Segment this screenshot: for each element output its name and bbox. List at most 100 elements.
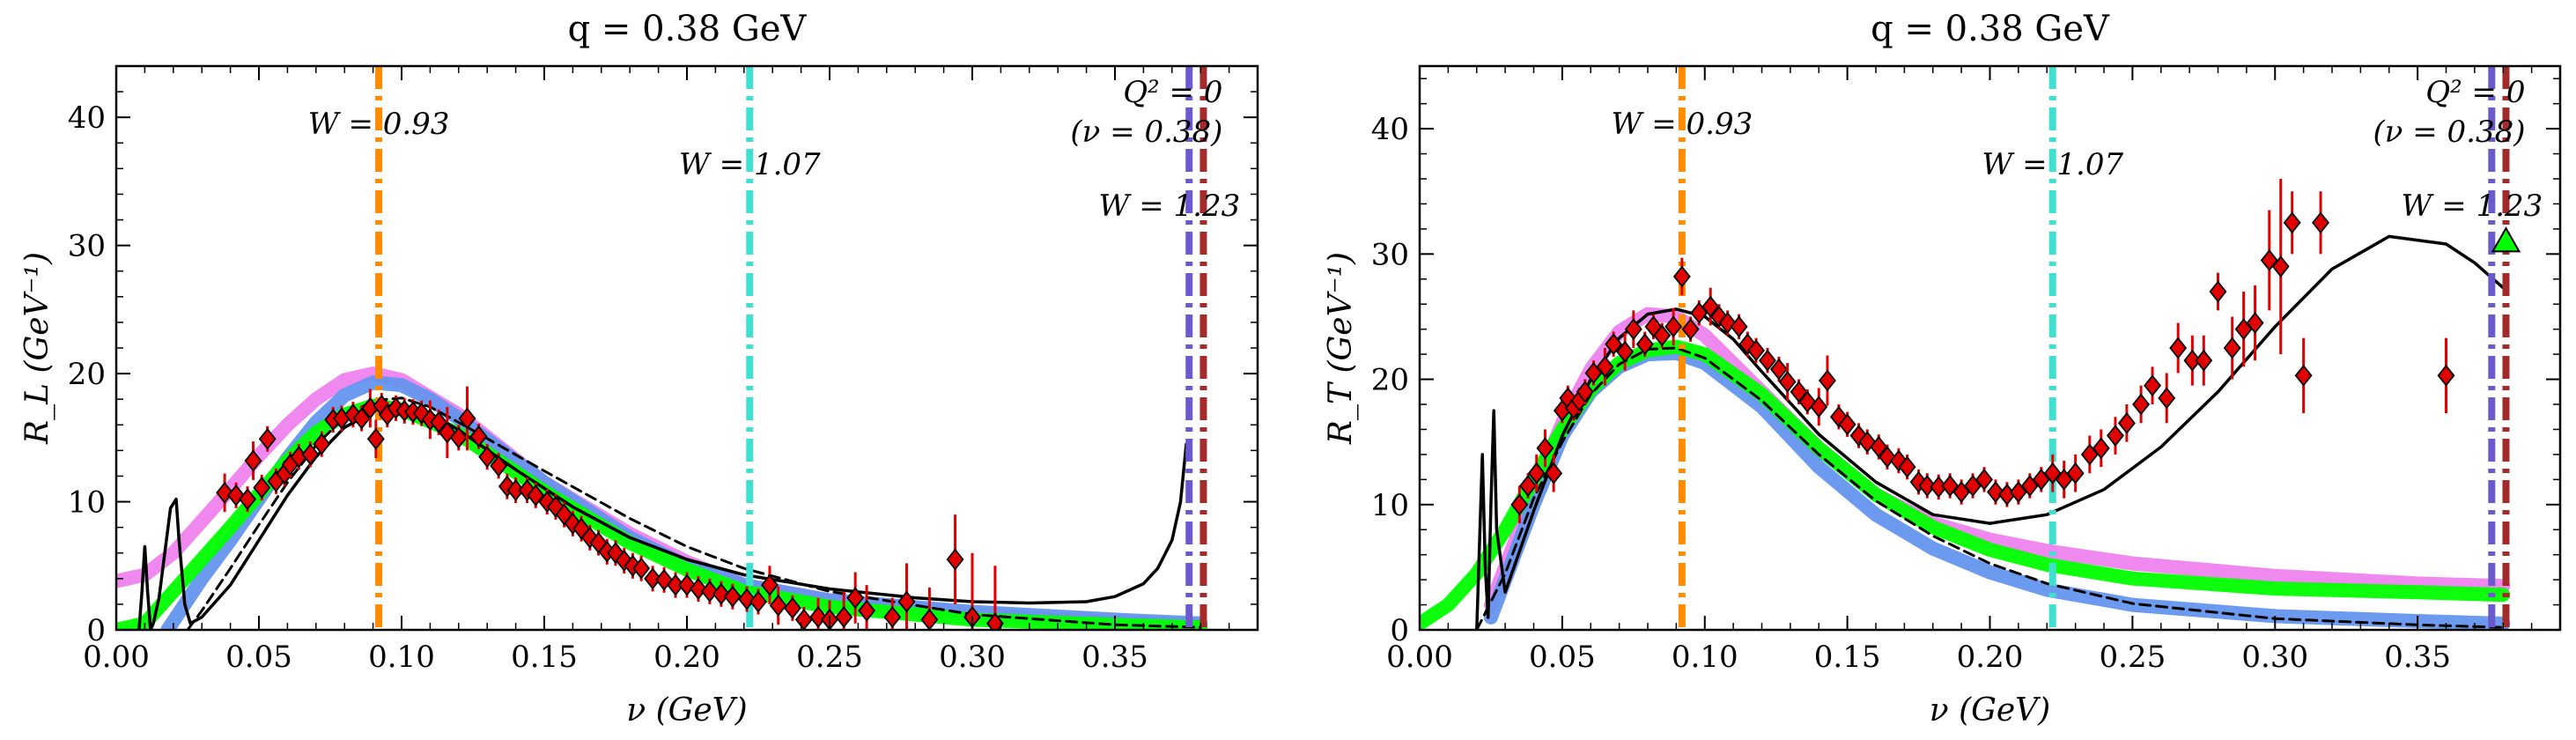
x-axis-label: ν (GeV) bbox=[1930, 692, 2050, 729]
data-point bbox=[1653, 324, 1672, 347]
data-point bbox=[985, 612, 1004, 630]
y-tick-label: 20 bbox=[68, 357, 106, 392]
x-tick-label: 0.05 bbox=[1529, 640, 1596, 675]
data-point bbox=[301, 443, 320, 466]
data-point bbox=[490, 455, 508, 477]
data-point bbox=[783, 596, 801, 619]
x-tick-label: 0.05 bbox=[225, 640, 292, 675]
x-tick-label: 0.15 bbox=[511, 640, 578, 675]
vline-annotation: W = 0.93 bbox=[1611, 107, 1753, 142]
data-point bbox=[2132, 393, 2151, 416]
vline-annotation: Q² = 0 bbox=[1123, 75, 1222, 110]
data-point bbox=[2066, 462, 2085, 485]
series-line-3 bbox=[1475, 346, 2505, 630]
data-point bbox=[749, 590, 767, 613]
y-tick-label: 40 bbox=[1371, 112, 1409, 147]
data-point bbox=[1681, 318, 1700, 341]
x-tick-label: 0.25 bbox=[796, 640, 863, 675]
data-point bbox=[883, 606, 902, 628]
data-point bbox=[1918, 475, 1937, 497]
vline-annotation: W = 1.07 bbox=[1982, 147, 2123, 182]
y-tick-label: 40 bbox=[68, 100, 106, 136]
data-point bbox=[723, 585, 742, 608]
series-line-2 bbox=[1420, 339, 2511, 630]
x-tick-label: 0.10 bbox=[1672, 640, 1738, 675]
data-point bbox=[1672, 265, 1691, 288]
data-point bbox=[1987, 481, 2004, 503]
data-point bbox=[738, 588, 756, 610]
chart-title: q = 0.38 GeV bbox=[1871, 9, 2110, 49]
data-point bbox=[253, 477, 271, 499]
data-point bbox=[572, 517, 591, 540]
data-point bbox=[1941, 475, 1960, 497]
data-point bbox=[2144, 374, 2161, 397]
data-point bbox=[1810, 396, 1828, 418]
data-point bbox=[678, 574, 696, 596]
data-point bbox=[761, 574, 779, 596]
data-point bbox=[2437, 364, 2455, 387]
data-point bbox=[1778, 370, 1797, 393]
data-point bbox=[1975, 468, 1993, 491]
data-point bbox=[498, 475, 516, 498]
y-tick-label: 10 bbox=[68, 485, 106, 521]
vline-annotation: Q² = 0 bbox=[2425, 75, 2525, 110]
data-point bbox=[1701, 295, 1720, 318]
data-point bbox=[712, 582, 730, 605]
chart-title: q = 0.38 GeV bbox=[568, 9, 808, 49]
data-point bbox=[1858, 431, 1877, 454]
data-point bbox=[2312, 211, 2330, 234]
data-point bbox=[1889, 449, 1908, 472]
data-point bbox=[2209, 280, 2227, 303]
x-tick-label: 0.30 bbox=[2241, 640, 2308, 675]
data-point bbox=[1635, 333, 1654, 356]
x-tick-label: 0.15 bbox=[1814, 640, 1881, 675]
panel-rl: 0.00 0.05 0.10 0.15 0.20 0.25 0.30 0.35 0 10 20 30 4… bbox=[19, 9, 1259, 729]
data-point bbox=[690, 578, 707, 600]
data-point bbox=[352, 407, 371, 430]
data-point bbox=[2158, 387, 2176, 410]
data-point bbox=[1664, 315, 1683, 338]
plot-area bbox=[1420, 66, 2521, 630]
data-point bbox=[794, 608, 813, 630]
data-point bbox=[2223, 337, 2241, 359]
data-point bbox=[1545, 462, 1563, 485]
vline-annotation: W = 1.23 bbox=[2402, 189, 2543, 224]
data-point bbox=[1898, 455, 1916, 478]
data-point bbox=[1527, 462, 1546, 485]
data-point bbox=[430, 411, 448, 433]
vline-annotation: (ν = 0.38) bbox=[1070, 115, 1222, 150]
panel-rt: 0.00 0.05 0.10 0.15 0.20 0.25 0.30 0.35 0 10 20 30 4… bbox=[1323, 9, 2562, 729]
vline-annotation: W = 1.07 bbox=[679, 147, 821, 182]
data-point bbox=[366, 427, 385, 450]
data-point bbox=[1759, 349, 1776, 372]
data-point bbox=[607, 542, 624, 565]
data-point bbox=[1790, 381, 1808, 403]
data-point bbox=[897, 590, 916, 613]
data-point bbox=[1510, 493, 1529, 516]
data-point bbox=[216, 481, 234, 504]
data-point bbox=[2195, 349, 2213, 372]
vline-annotation: W = 1.23 bbox=[1098, 189, 1240, 224]
vline-annotation: W = 0.93 bbox=[308, 107, 450, 142]
data-point bbox=[458, 407, 476, 430]
data-point bbox=[1838, 413, 1856, 436]
data-point bbox=[858, 599, 876, 622]
data-point bbox=[313, 433, 331, 455]
x-axis-label: ν (GeV) bbox=[626, 692, 747, 729]
y-tick-label: 10 bbox=[1371, 488, 1409, 523]
x-tick-label: 0.35 bbox=[2384, 640, 2451, 675]
data-point bbox=[1870, 435, 1888, 458]
y-tick-label: 20 bbox=[1371, 363, 1409, 398]
data-point bbox=[700, 580, 719, 603]
data-point bbox=[2283, 211, 2301, 234]
x-tick-label: 0.10 bbox=[368, 640, 435, 675]
data-point bbox=[258, 427, 277, 450]
data-point bbox=[946, 548, 964, 571]
data-point bbox=[239, 488, 256, 511]
data-point bbox=[2271, 255, 2290, 278]
x-tick-label: 0.00 bbox=[1386, 640, 1453, 675]
x-tick-label: 0.35 bbox=[1081, 640, 1148, 675]
data-point bbox=[2260, 249, 2278, 271]
series-line-0 bbox=[116, 366, 1208, 630]
